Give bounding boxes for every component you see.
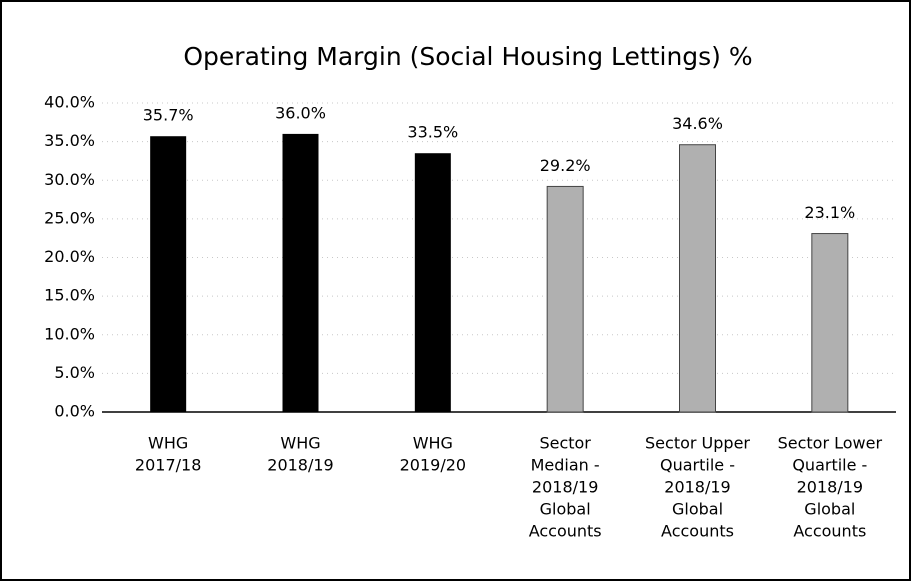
x-tick-label: Sector Upper [645,434,750,453]
x-tick-label: Quartile - [660,456,735,475]
x-tick-label: Accounts [793,522,866,541]
x-tick-label: Median - [531,456,600,475]
y-tick-label: 20.0% [44,247,95,266]
x-tick-label: 2017/18 [135,456,201,475]
y-tick-label: 5.0% [54,363,95,382]
data-label: 34.6% [672,114,723,133]
x-tick-label: Global [540,500,591,519]
x-tick-label: WHG [413,434,453,453]
x-tick-label: Accounts [661,522,734,541]
bar [282,133,319,412]
x-tick-label: Quartile - [792,456,867,475]
x-tick-label: 2018/19 [664,478,730,497]
bar [150,136,187,412]
y-tick-label: 10.0% [44,324,95,343]
chart-title: Operating Margin (Social Housing Letting… [183,42,752,71]
y-tick-label: 35.0% [44,131,95,150]
x-tick-label: Global [672,500,723,519]
bar [546,185,584,413]
x-tick-label: 2018/19 [532,478,598,497]
x-tick-label: 2018/19 [267,456,333,475]
x-tick-label: Sector [539,434,591,453]
y-tick-label: 40.0% [44,93,95,112]
data-label: 23.1% [804,203,855,222]
bar [414,153,451,412]
y-tick-label: 30.0% [44,170,95,189]
data-label: 33.5% [407,123,458,142]
x-tick-label: Accounts [529,522,602,541]
y-tick-label: 15.0% [44,286,95,305]
x-tick-label: WHG [280,434,320,453]
x-tick-label: 2019/20 [400,456,466,475]
bar [679,144,716,413]
bar [811,233,849,413]
data-label: 35.7% [143,106,194,125]
y-tick-label: 25.0% [44,208,95,227]
y-tick-label: 0.0% [54,402,95,421]
data-label: 29.2% [540,156,591,175]
x-tick-label: Sector Lower [778,434,883,453]
x-tick-label: Global [804,500,855,519]
x-tick-label: 2018/19 [797,478,863,497]
x-tick-label: WHG [148,434,188,453]
data-label: 36.0% [275,103,326,122]
